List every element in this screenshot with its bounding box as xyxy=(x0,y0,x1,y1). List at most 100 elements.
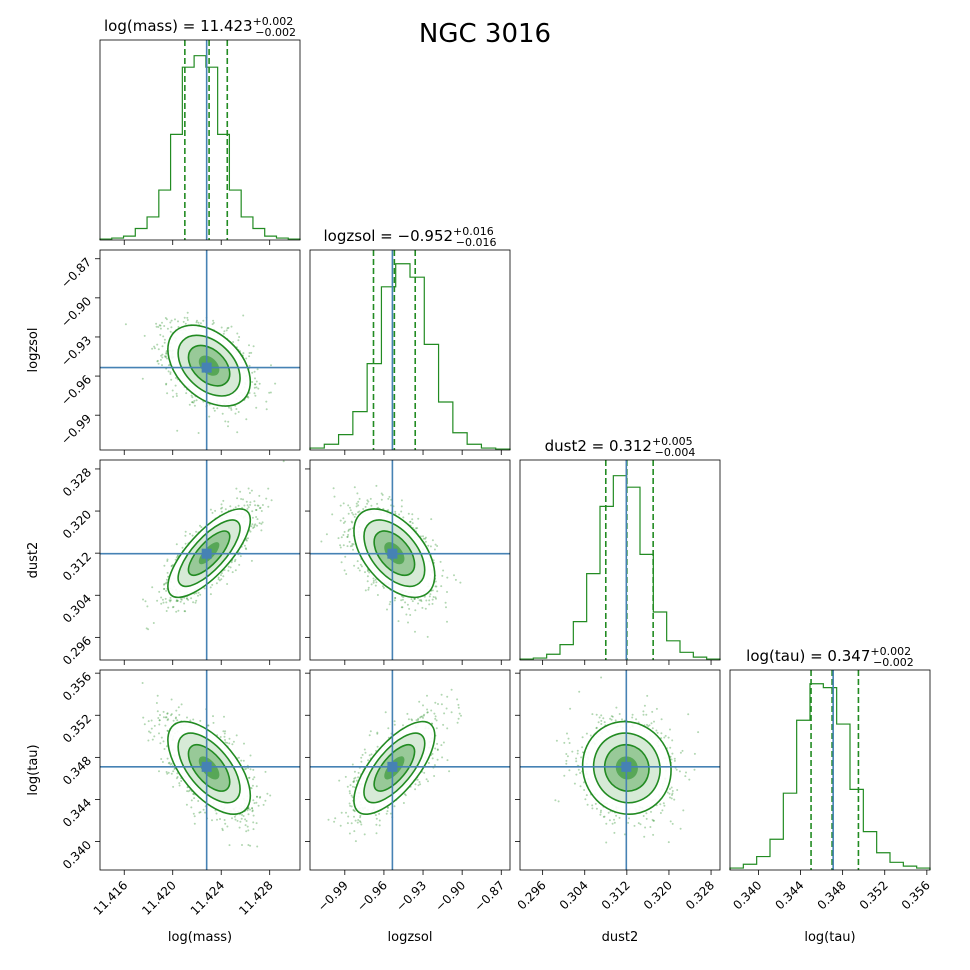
sample-point xyxy=(169,763,172,766)
sample-point xyxy=(608,819,611,822)
sample-point xyxy=(216,818,218,821)
sample-point xyxy=(166,571,169,574)
sample-point xyxy=(174,318,176,321)
sample-point xyxy=(239,820,242,823)
sample-point xyxy=(433,548,436,551)
sample-point xyxy=(367,588,370,591)
sample-point xyxy=(250,525,253,528)
sample-point xyxy=(157,348,160,351)
sample-point xyxy=(224,822,227,825)
sample-point xyxy=(256,518,259,521)
sample-point xyxy=(248,344,250,347)
sample-point xyxy=(637,822,640,825)
sample-point xyxy=(248,776,251,779)
sample-point xyxy=(426,694,428,697)
sample-point xyxy=(259,506,262,509)
sample-point xyxy=(228,737,231,740)
sample-point xyxy=(177,320,179,323)
sample-point xyxy=(197,321,200,324)
sample-point xyxy=(671,739,674,742)
panel-log(mass)-log(tau) xyxy=(100,670,300,870)
sample-point xyxy=(190,394,193,397)
sample-point xyxy=(422,704,424,707)
sample-point xyxy=(195,530,198,533)
sample-point xyxy=(429,593,432,596)
sample-point xyxy=(585,794,588,797)
sample-point xyxy=(234,412,237,415)
sample-point xyxy=(429,545,432,548)
y-tick-label: 0.352 xyxy=(60,711,94,745)
sample-point xyxy=(354,513,357,516)
sample-point xyxy=(427,762,430,764)
sample-point xyxy=(427,544,430,547)
sample-point xyxy=(595,727,598,730)
sample-point xyxy=(631,713,634,716)
sample-point xyxy=(254,523,257,526)
y-tick-label: 0.356 xyxy=(60,669,94,703)
sample-point xyxy=(177,326,180,328)
sample-point xyxy=(165,352,168,355)
sample-point xyxy=(377,506,380,509)
sample-point xyxy=(227,565,230,568)
sample-point xyxy=(251,807,254,810)
sample-point xyxy=(197,594,199,597)
sample-point xyxy=(349,509,352,512)
sample-point xyxy=(456,721,459,724)
sample-point xyxy=(332,487,335,490)
sample-point xyxy=(242,314,245,317)
sample-point xyxy=(253,386,256,389)
sample-point xyxy=(166,357,168,360)
sample-point xyxy=(232,740,235,743)
sample-point xyxy=(270,364,272,367)
sample-point xyxy=(222,575,225,578)
sample-point xyxy=(159,333,162,336)
sample-point xyxy=(247,537,249,540)
x-tick-label: 0.352 xyxy=(857,878,891,912)
sample-point xyxy=(162,601,165,604)
sample-point xyxy=(347,815,350,818)
sample-point xyxy=(434,717,437,720)
sample-point xyxy=(381,493,384,496)
sample-point xyxy=(251,523,254,526)
sample-point xyxy=(163,341,166,344)
sample-point xyxy=(372,579,375,582)
sample-point xyxy=(378,819,381,822)
sample-point xyxy=(184,530,187,533)
sample-point xyxy=(228,844,231,847)
sample-point xyxy=(159,742,162,745)
sample-point xyxy=(222,730,225,733)
sample-point xyxy=(209,508,212,511)
sample-point xyxy=(571,750,574,753)
sample-point xyxy=(183,610,186,613)
sample-point xyxy=(351,763,354,766)
sample-point xyxy=(156,599,159,602)
sample-point xyxy=(437,703,439,705)
sample-point xyxy=(358,569,361,572)
sample-point xyxy=(460,714,462,717)
sample-point xyxy=(162,716,165,719)
sample-point xyxy=(164,716,167,719)
sample-point xyxy=(252,768,255,771)
sample-point xyxy=(431,539,434,542)
sample-point xyxy=(441,574,444,577)
sample-point xyxy=(245,357,248,360)
sample-point xyxy=(164,724,167,727)
sample-point xyxy=(597,721,600,724)
x-axis-label-dust2: dust2 xyxy=(602,930,639,945)
sample-point xyxy=(357,567,360,570)
sample-point xyxy=(165,601,168,604)
sample-point xyxy=(197,432,200,434)
sample-point xyxy=(401,598,404,601)
panel-frame xyxy=(729,669,931,871)
sample-point xyxy=(343,569,346,572)
sample-point xyxy=(364,589,367,592)
sample-point xyxy=(239,555,242,558)
sample-point xyxy=(261,521,264,524)
sample-point xyxy=(374,578,377,581)
sample-point xyxy=(252,799,255,802)
sample-point xyxy=(223,330,226,333)
sample-point xyxy=(453,574,455,577)
y-tick-label: −0.96 xyxy=(58,372,94,408)
sample-point xyxy=(338,779,341,782)
sample-point xyxy=(435,719,438,722)
